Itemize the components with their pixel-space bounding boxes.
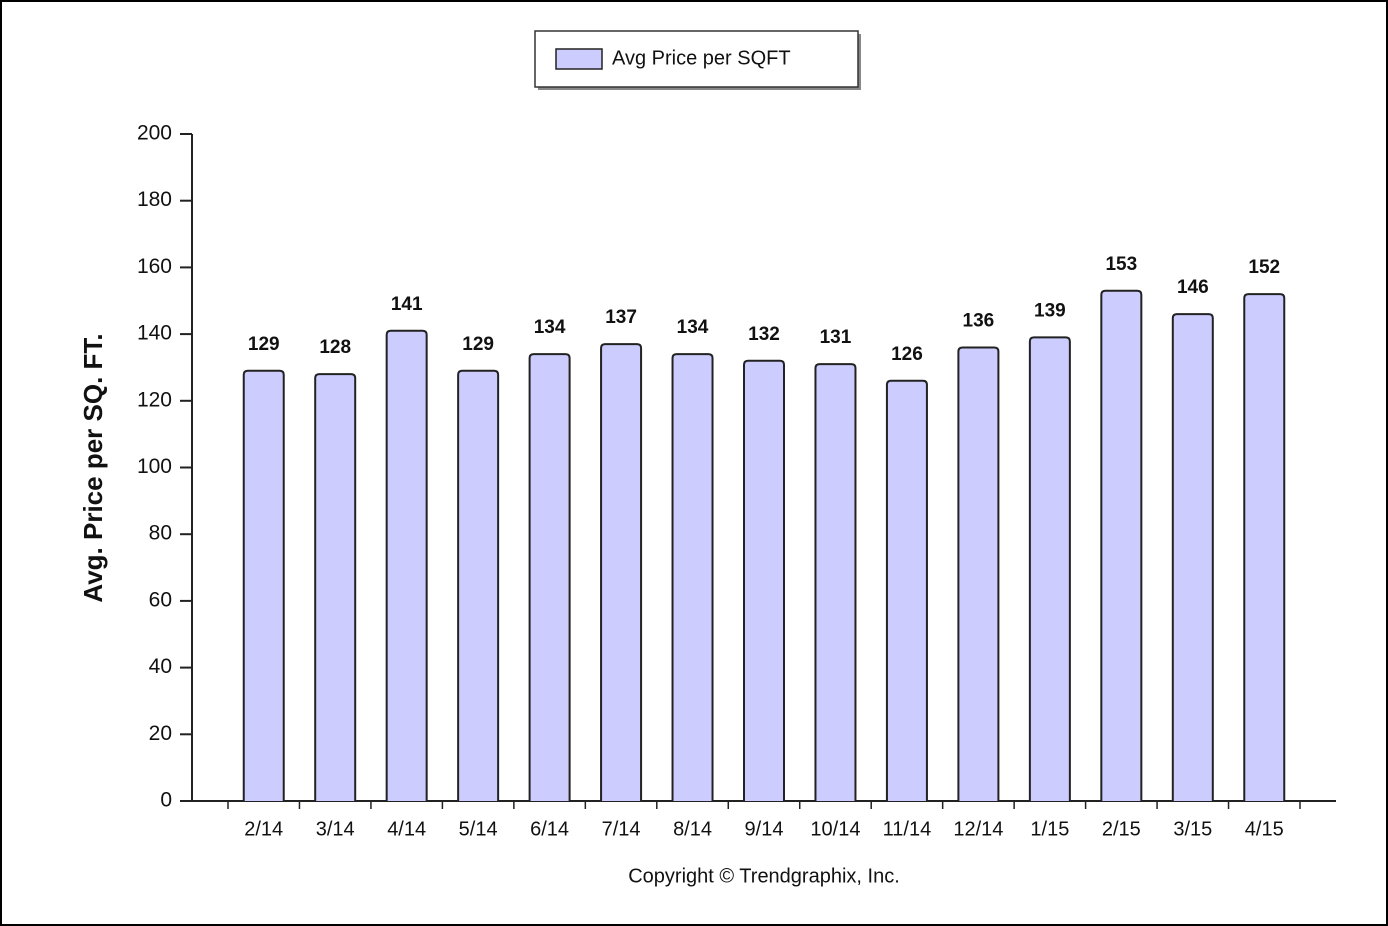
bar [242,369,285,801]
footer: Copyright © Trendgraphix, Inc. [628,865,900,887]
y-tick-label: 200 [137,122,172,145]
data-label: 132 [748,324,780,345]
legend-label: Avg Price per SQFT [612,47,791,69]
data-label: 129 [462,334,494,355]
data-label: 152 [1248,257,1280,278]
x-tick-label: 10/14 [810,818,860,840]
y-tick-label: 140 [137,322,172,345]
data-label: 126 [891,344,923,365]
bar [1100,289,1143,801]
bar [314,373,357,801]
x-tick-label: 3/14 [316,818,355,840]
y-tick-label: 120 [137,388,172,411]
y-tick-label: 180 [137,188,172,211]
y-tick-label: 20 [149,722,172,745]
data-label: 153 [1105,254,1137,275]
x-tick-label: 12/14 [953,818,1003,840]
data-label: 131 [820,327,852,348]
x-tick-label: 4/14 [387,818,426,840]
data-label: 146 [1177,277,1209,298]
x-tick-label: 2/15 [1102,818,1141,840]
x-tick-label: 2/14 [244,818,283,840]
x-tick-label: 11/14 [883,818,932,840]
data-label: 139 [1034,300,1066,321]
x-tick-label: 9/14 [745,818,784,840]
legend-swatch [555,48,603,70]
bar [600,343,643,801]
x-tick-label: 4/15 [1245,818,1284,840]
bar [528,353,571,801]
y-axis-label: Avg. Price per SQ. FT. [78,333,108,602]
data-label: 134 [534,317,566,338]
bar [885,379,928,801]
data-label: 141 [391,294,423,315]
bar [1028,336,1071,801]
y-tick-label: 160 [137,255,172,278]
y-tick-label: 60 [149,588,172,611]
x-tick-label: 1/15 [1030,818,1069,840]
data-label: 136 [963,310,995,331]
y-tick-label: 40 [149,655,172,678]
x-tick-label: 8/14 [673,818,712,840]
data-label: 134 [677,317,709,338]
bar [457,369,500,801]
data-label: 128 [319,337,351,358]
x-tick-label: 5/14 [459,818,498,840]
x-tick-label: 6/14 [530,818,569,840]
data-label: 129 [248,334,280,355]
data-label: 137 [605,307,637,328]
bar [1243,293,1286,801]
bar [671,353,714,801]
x-tick-label: 3/15 [1173,818,1212,840]
bar [385,329,428,801]
bar [814,363,857,801]
x-tick-label: 7/14 [602,818,641,840]
bar [1171,313,1214,801]
bar [743,359,785,801]
y-tick-label: 80 [149,522,172,545]
bar [957,346,1000,801]
y-tick-label: 100 [137,455,172,478]
y-tick-label: 0 [160,789,172,812]
